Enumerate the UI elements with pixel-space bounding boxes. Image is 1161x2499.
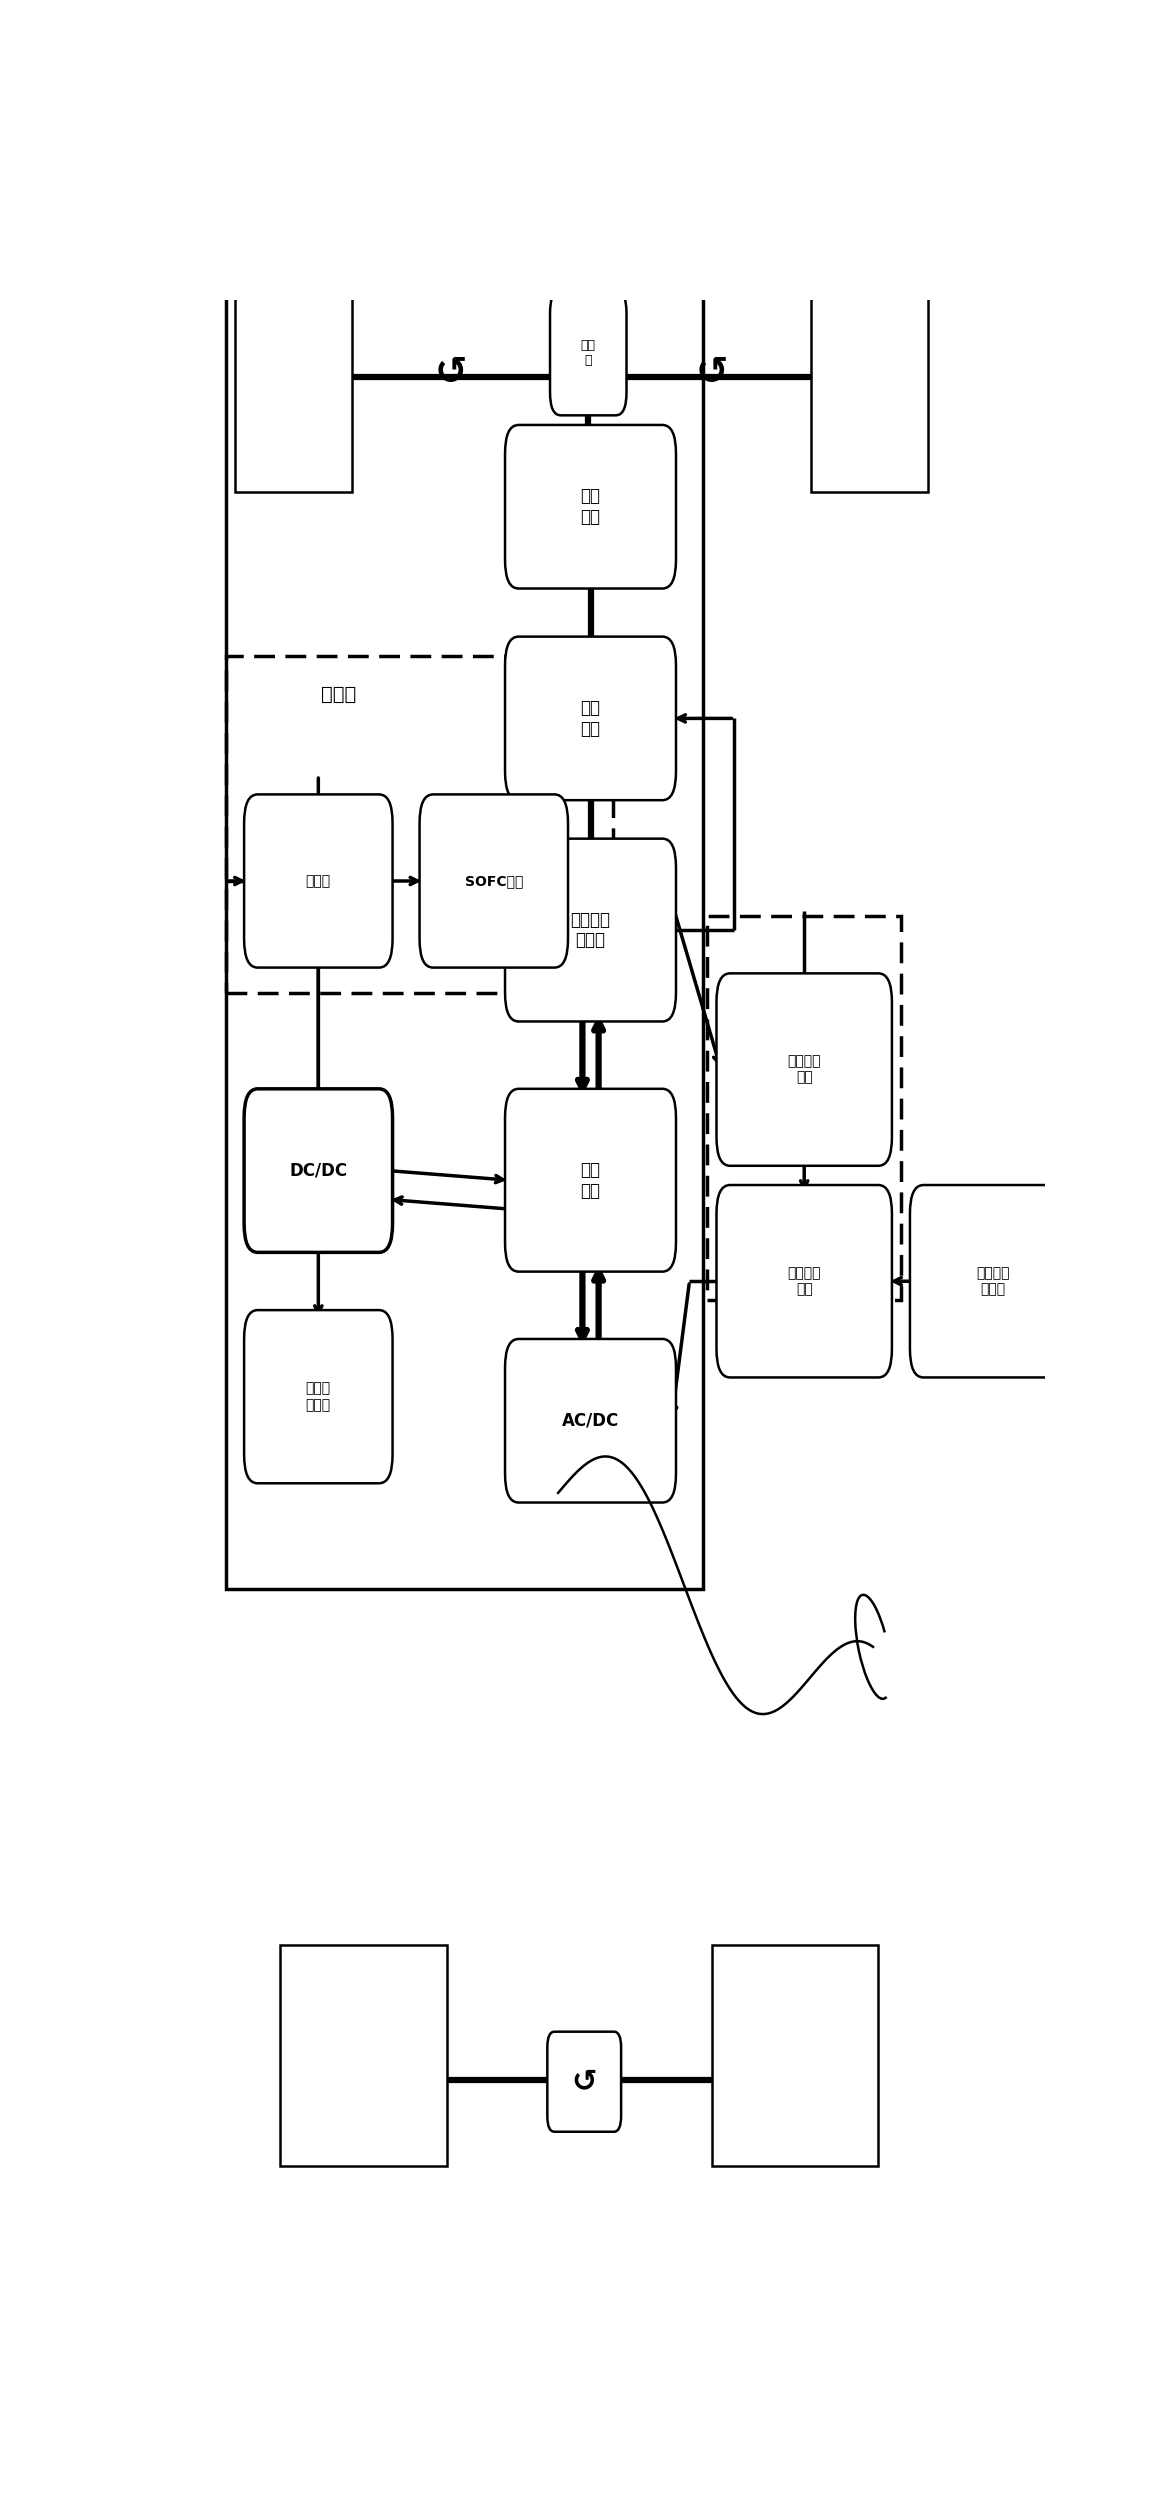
- Text: DC/DC: DC/DC: [289, 1162, 347, 1180]
- FancyBboxPatch shape: [244, 795, 392, 967]
- FancyBboxPatch shape: [244, 1090, 392, 1252]
- FancyBboxPatch shape: [505, 637, 676, 800]
- Bar: [226, 655, 613, 992]
- FancyBboxPatch shape: [716, 972, 892, 1165]
- FancyBboxPatch shape: [505, 1090, 676, 1272]
- Text: 驱动电机
控制器: 驱动电机 控制器: [570, 910, 611, 950]
- FancyBboxPatch shape: [505, 840, 676, 1022]
- Bar: [280, 1944, 447, 2167]
- Text: 驱动
电机: 驱动 电机: [580, 700, 600, 737]
- Text: 差速
器: 差速 器: [580, 340, 596, 367]
- FancyBboxPatch shape: [244, 1309, 392, 1484]
- Text: AC/DC: AC/DC: [562, 1412, 619, 1429]
- FancyBboxPatch shape: [547, 2032, 621, 2132]
- FancyBboxPatch shape: [550, 290, 627, 415]
- FancyBboxPatch shape: [419, 795, 568, 967]
- Bar: [712, 1944, 879, 2167]
- Text: 充电控制
接口: 充电控制 接口: [787, 1267, 821, 1297]
- Bar: [810, 107, 928, 492]
- Text: 动力
电池: 动力 电池: [580, 1162, 600, 1200]
- Text: 控制器: 控制器: [305, 875, 331, 887]
- Text: 动力控制
接口: 动力控制 接口: [787, 1055, 821, 1085]
- Text: 辅助用
蓄电池: 辅助用 蓄电池: [305, 1382, 331, 1412]
- Bar: [235, 107, 352, 492]
- FancyBboxPatch shape: [505, 1339, 676, 1502]
- FancyBboxPatch shape: [910, 1185, 1076, 1377]
- Text: 增程器: 增程器: [320, 685, 356, 705]
- Text: SOFC系统: SOFC系统: [464, 875, 522, 887]
- FancyBboxPatch shape: [716, 1185, 892, 1377]
- Bar: [707, 915, 901, 1299]
- Bar: [226, 270, 704, 1589]
- Text: ↺: ↺: [434, 355, 468, 392]
- Text: 整车信息
输入口: 整车信息 输入口: [976, 1267, 1010, 1297]
- Text: ↺: ↺: [695, 355, 728, 392]
- FancyBboxPatch shape: [505, 425, 676, 590]
- Text: 传动
系统: 传动 系统: [580, 487, 600, 527]
- Text: ↺: ↺: [571, 2067, 597, 2097]
